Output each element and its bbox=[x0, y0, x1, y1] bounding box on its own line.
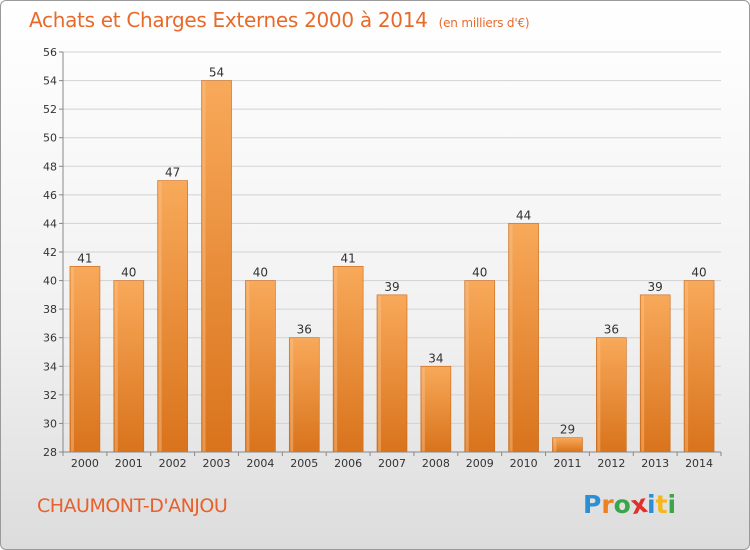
bar bbox=[245, 280, 276, 453]
x-tick-label: 2012 bbox=[597, 457, 625, 470]
y-axis-ticks: 28 30 32 34 36 38 40 42 44 46 48 50 52 54 56 bbox=[43, 46, 63, 459]
data-label: 36 bbox=[297, 323, 312, 337]
data-label: 39 bbox=[384, 280, 399, 294]
y-tick-label: 50 bbox=[43, 132, 57, 145]
data-label: 40 bbox=[691, 266, 706, 280]
logo-letter: t bbox=[655, 490, 668, 519]
y-tick-label: 44 bbox=[43, 217, 57, 230]
x-tick-label: 2005 bbox=[290, 457, 318, 470]
bar bbox=[596, 337, 627, 453]
bar-highlight bbox=[334, 267, 338, 452]
y-tick-label: 34 bbox=[43, 360, 57, 373]
bar bbox=[552, 437, 583, 453]
bar-highlight bbox=[597, 338, 601, 452]
chart-subtitle: (en milliers d'€) bbox=[438, 16, 530, 30]
bar bbox=[332, 265, 364, 453]
logo-letter: P bbox=[583, 490, 602, 519]
logo-letter: r bbox=[601, 490, 614, 519]
bar-highlight bbox=[465, 281, 469, 452]
bar-highlight bbox=[114, 281, 118, 452]
logo-letter: i bbox=[647, 490, 656, 519]
y-tick-label: 46 bbox=[43, 189, 57, 202]
bar-highlight bbox=[290, 338, 294, 452]
data-label: 29 bbox=[560, 423, 575, 437]
y-tick-label: 28 bbox=[43, 446, 57, 459]
bar-highlight bbox=[246, 281, 250, 452]
x-tick-label: 2000 bbox=[71, 457, 99, 470]
y-tick-label: 32 bbox=[43, 389, 57, 402]
y-tick-label: 40 bbox=[43, 275, 57, 288]
y-tick-label: 48 bbox=[43, 160, 57, 173]
bars bbox=[69, 80, 715, 453]
y-tick-label: 54 bbox=[43, 75, 57, 88]
y-tick-label: 42 bbox=[43, 246, 57, 259]
x-tick-label: 2004 bbox=[246, 457, 274, 470]
title-row: Achats et Charges Externes 2000 à 2014 (… bbox=[29, 8, 530, 32]
x-axis-ticks: 2000 2001 2002 2003 2004 2005 2006 2007 2008 2009… bbox=[62, 452, 722, 470]
data-labels: 41 40 47 54 40 36 41 39 34 40 44 29 36 39 40 bbox=[77, 66, 706, 437]
bar bbox=[113, 280, 145, 453]
bar bbox=[69, 265, 101, 453]
data-label: 40 bbox=[253, 266, 268, 280]
bar bbox=[288, 337, 320, 453]
data-label: 44 bbox=[516, 208, 531, 222]
data-label: 36 bbox=[604, 323, 619, 337]
x-tick-label: 2014 bbox=[685, 457, 713, 470]
bar-highlight bbox=[421, 367, 425, 452]
x-tick-label: 2003 bbox=[203, 457, 231, 470]
x-tick-label: 2011 bbox=[553, 457, 581, 470]
y-tick-label: 38 bbox=[43, 303, 57, 316]
bar bbox=[201, 80, 232, 453]
data-label: 34 bbox=[428, 351, 443, 365]
data-label: 54 bbox=[209, 66, 224, 80]
data-label: 40 bbox=[121, 266, 136, 280]
y-tick-label: 30 bbox=[43, 417, 57, 430]
bar-highlight bbox=[685, 281, 689, 452]
bar-highlight bbox=[202, 81, 206, 453]
commune-name: CHAUMONT-D'ANJOU bbox=[37, 495, 228, 517]
data-label: 47 bbox=[165, 166, 180, 180]
chart-title: Achats et Charges Externes 2000 à 2014 bbox=[29, 8, 428, 32]
x-tick-label: 2013 bbox=[641, 457, 669, 470]
x-tick-label: 2006 bbox=[334, 457, 362, 470]
bar-highlight bbox=[378, 295, 381, 452]
axes bbox=[62, 52, 721, 453]
proxiti-logo: Proxiti bbox=[583, 489, 677, 520]
x-tick-label: 2009 bbox=[466, 457, 494, 470]
bar bbox=[639, 294, 671, 453]
data-label: 41 bbox=[77, 251, 92, 265]
logo-letter: i bbox=[667, 490, 677, 519]
bar-highlight bbox=[553, 438, 557, 452]
data-label: 41 bbox=[340, 251, 355, 265]
data-label: 39 bbox=[648, 280, 663, 294]
x-tick-label: 2002 bbox=[159, 457, 187, 470]
y-tick-label: 36 bbox=[43, 332, 57, 345]
bar-highlight bbox=[509, 224, 513, 452]
bar bbox=[420, 365, 452, 453]
y-tick-label: 56 bbox=[43, 46, 57, 59]
bar bbox=[683, 280, 715, 453]
bar bbox=[508, 223, 539, 453]
x-tick-label: 2001 bbox=[115, 457, 143, 470]
bar-highlight bbox=[158, 181, 162, 453]
bar bbox=[157, 180, 188, 453]
bar-highlight bbox=[70, 267, 74, 452]
bar-highlight bbox=[641, 295, 645, 452]
x-tick-label: 2007 bbox=[378, 457, 406, 470]
bar bbox=[464, 280, 496, 453]
bar bbox=[376, 294, 408, 453]
data-label: 40 bbox=[472, 266, 487, 280]
x-tick-label: 2010 bbox=[510, 457, 538, 470]
y-tick-label: 52 bbox=[43, 103, 57, 116]
logo-letter: o bbox=[613, 490, 631, 519]
x-tick-label: 2008 bbox=[422, 457, 450, 470]
